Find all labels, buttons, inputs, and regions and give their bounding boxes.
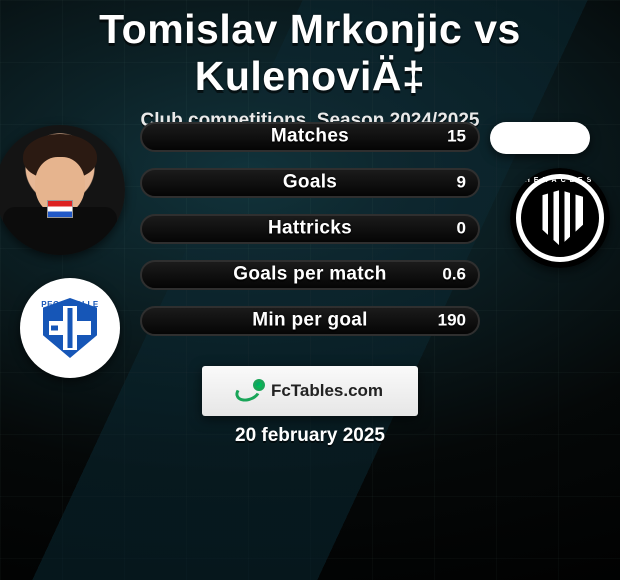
stats-block: 15Matches 9Goals 0Hattricks 0.6Goals per ma…: [140, 122, 480, 336]
brand-link[interactable]: FcTables.com: [202, 366, 418, 416]
brand-text: FcTables.com: [271, 381, 383, 401]
stat-label: Matches: [142, 126, 478, 148]
stat-row: 9Goals: [140, 168, 480, 198]
club-right-label: HERACLES: [510, 177, 610, 184]
stat-label: Min per goal: [142, 310, 478, 332]
right-mini-logo: [490, 122, 590, 154]
club-right-badge: HERACLES: [510, 168, 610, 268]
stat-row: 15Matches: [140, 122, 480, 152]
stat-row: 0Hattricks: [140, 214, 480, 244]
page-date: 20 february 2025: [0, 425, 620, 447]
stat-label: Goals per match: [142, 264, 478, 286]
brand-icon: [237, 377, 265, 405]
stat-row: 0.6Goals per match: [140, 260, 480, 290]
stat-row: 190Min per goal: [140, 306, 480, 336]
player-left-avatar: [0, 125, 125, 255]
club-left-badge: PEC ZWOLLE: [20, 278, 120, 378]
page-title: Tomislav Mrkonjic vs KulenoviÄ‡: [0, 0, 620, 100]
stat-label: Goals: [142, 172, 478, 194]
stat-label: Hattricks: [142, 218, 478, 240]
